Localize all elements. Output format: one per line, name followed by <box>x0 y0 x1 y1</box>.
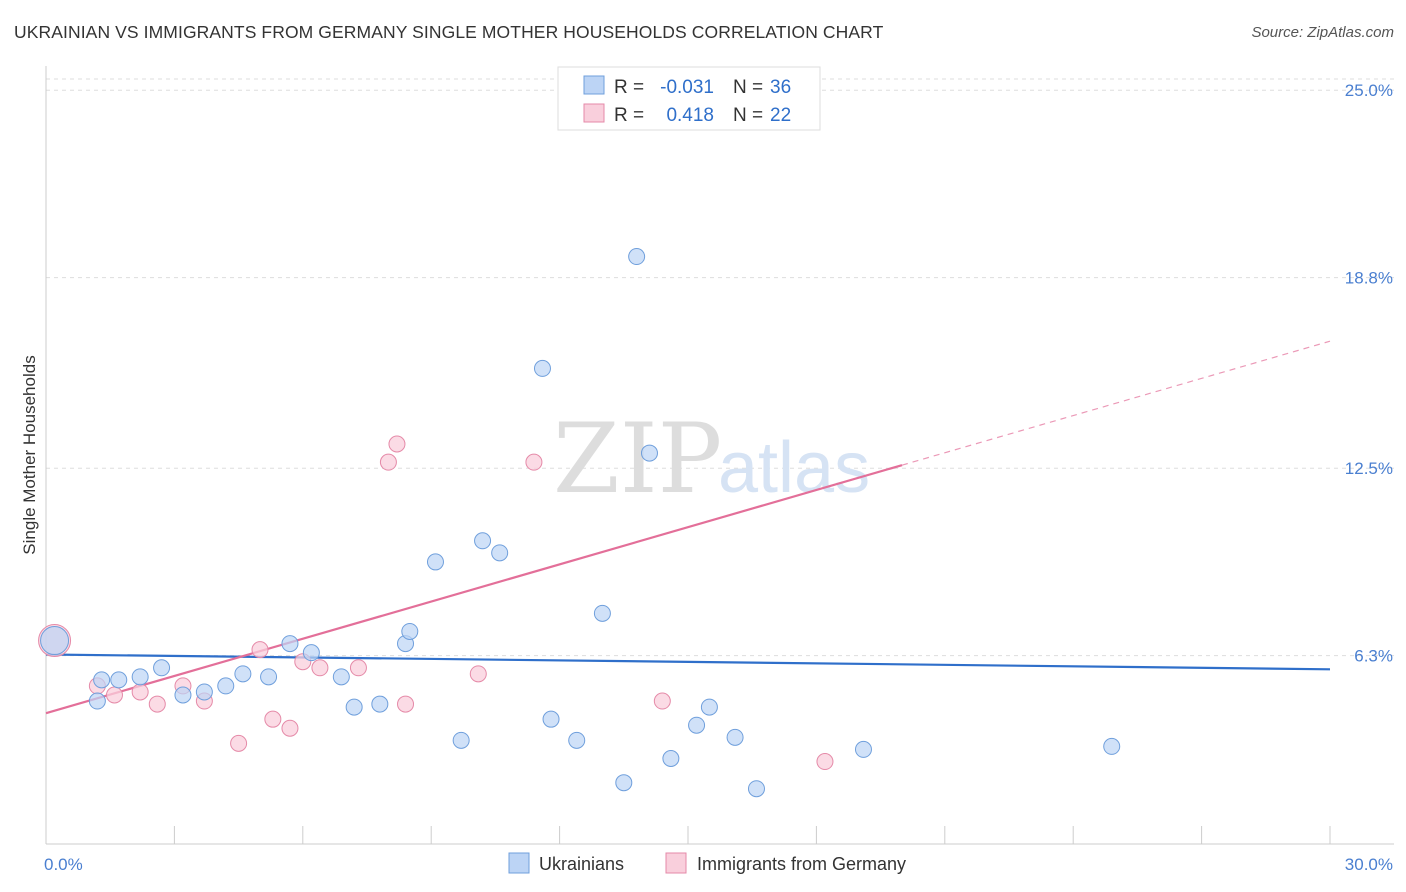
legend-r-label-ukrainians: R = <box>614 77 644 98</box>
ukrainian-point <box>217 677 235 695</box>
legend-n-label-ukrainians: N = <box>733 77 763 98</box>
ukrainian-point <box>662 749 680 767</box>
ukrainian-point <box>174 686 192 704</box>
watermark: ZIP atlas <box>553 403 870 515</box>
germany-point <box>379 453 397 471</box>
ukrainian-point <box>700 698 718 716</box>
ukrainian-point <box>474 532 492 550</box>
germany-point <box>469 665 487 683</box>
grid-lines <box>46 78 1394 657</box>
legend-r-value-germany: 0.418 <box>666 105 714 126</box>
ukrainian-point <box>452 731 470 749</box>
germany-point <box>105 686 123 704</box>
ukrainian-point <box>640 444 658 462</box>
ukrainian-point <box>533 359 551 377</box>
ukrainian-point <box>195 683 213 701</box>
ukrainian-point <box>426 553 444 571</box>
ukrainian-point <box>332 668 350 686</box>
y-tick-label-2: 18.8% <box>1345 269 1393 288</box>
legend-swatch-ukrainians <box>583 75 605 95</box>
ukrainian-point <box>1103 737 1121 755</box>
legend-swatch-ukrainians-bottom <box>508 852 530 874</box>
ukrainian-point <box>302 644 320 662</box>
ukrainian-point <box>491 544 509 562</box>
correlation-legend: R = -0.031 N = 36 R = 0.418 N = 22 <box>557 66 821 131</box>
germany-point <box>264 710 282 728</box>
chart-title: UKRAINIAN VS IMMIGRANTS FROM GERMANY SIN… <box>14 22 884 42</box>
germany-point <box>311 659 329 677</box>
germany-point <box>230 734 248 752</box>
ukrainian-point <box>542 710 560 728</box>
y-tick-label-3: 25.0% <box>1345 81 1393 100</box>
ukrainian-point <box>688 716 706 734</box>
germany-point <box>148 695 166 713</box>
legend-swatch-germany <box>583 103 605 123</box>
trendlines <box>45 340 1331 715</box>
trendline-germany <box>45 464 903 715</box>
ukrainian-point <box>40 626 70 656</box>
germany-point <box>816 753 834 771</box>
germany-point <box>281 719 299 737</box>
legend-r-label-germany: R = <box>614 105 644 126</box>
y-tick-label-1: 12.5% <box>1345 459 1393 478</box>
ukrainian-point <box>615 774 633 792</box>
ukrainian-point <box>401 622 419 640</box>
legend-n-label-germany: N = <box>733 105 763 126</box>
axes <box>45 66 1394 845</box>
ukrainian-point <box>131 668 149 686</box>
ukrainian-point <box>568 731 586 749</box>
germany-point <box>388 435 406 453</box>
ukrainian-point <box>854 740 872 758</box>
ukrainian-point <box>153 659 171 677</box>
legend-label-germany: Immigrants from Germany <box>697 854 906 874</box>
legend-n-value-ukrainians: 36 <box>770 77 791 98</box>
legend-swatch-germany-bottom <box>665 852 687 874</box>
ukrainian-point <box>110 671 128 689</box>
watermark-zip: ZIP <box>553 403 722 515</box>
germany-point <box>131 683 149 701</box>
ukrainian-point <box>234 665 252 683</box>
x-tick-label-1: 30.0% <box>1345 855 1393 874</box>
ukrainian-point <box>747 780 765 798</box>
legend-n-value-germany: 22 <box>770 105 791 126</box>
ukrainian-point <box>281 635 299 653</box>
ukrainian-point <box>260 668 278 686</box>
y-axis-label: Single Mother Households <box>20 355 39 554</box>
legend-label-ukrainians: Ukrainians <box>539 854 624 874</box>
ukrainian-point <box>88 692 106 710</box>
germany-point <box>525 453 543 471</box>
trendline-germany-extension <box>901 340 1331 466</box>
ukrainian-point <box>628 248 646 266</box>
x-tick-labels: 0.0% 30.0% <box>44 855 1393 874</box>
ukrainian-point <box>726 728 744 746</box>
ukrainian-point <box>593 604 611 622</box>
x-tick-label-0: 0.0% <box>44 855 83 874</box>
germany-point <box>251 641 269 659</box>
germany-point <box>397 695 415 713</box>
ukrainian-points <box>40 248 1121 798</box>
y-tick-labels: 6.3% 12.5% 18.8% 25.0% <box>1345 81 1393 665</box>
y-tick-label-0: 6.3% <box>1354 647 1393 666</box>
legend-r-value-ukrainians: -0.031 <box>660 77 714 98</box>
source-label: Source: ZipAtlas.com <box>1251 24 1394 41</box>
ukrainian-point <box>93 671 111 689</box>
ukrainian-point <box>345 698 363 716</box>
germany-point <box>349 659 367 677</box>
series-legend: Ukrainians Immigrants from Germany <box>508 852 906 874</box>
watermark-atlas: atlas <box>718 428 870 508</box>
germany-point <box>653 692 671 710</box>
ukrainian-point <box>371 695 389 713</box>
